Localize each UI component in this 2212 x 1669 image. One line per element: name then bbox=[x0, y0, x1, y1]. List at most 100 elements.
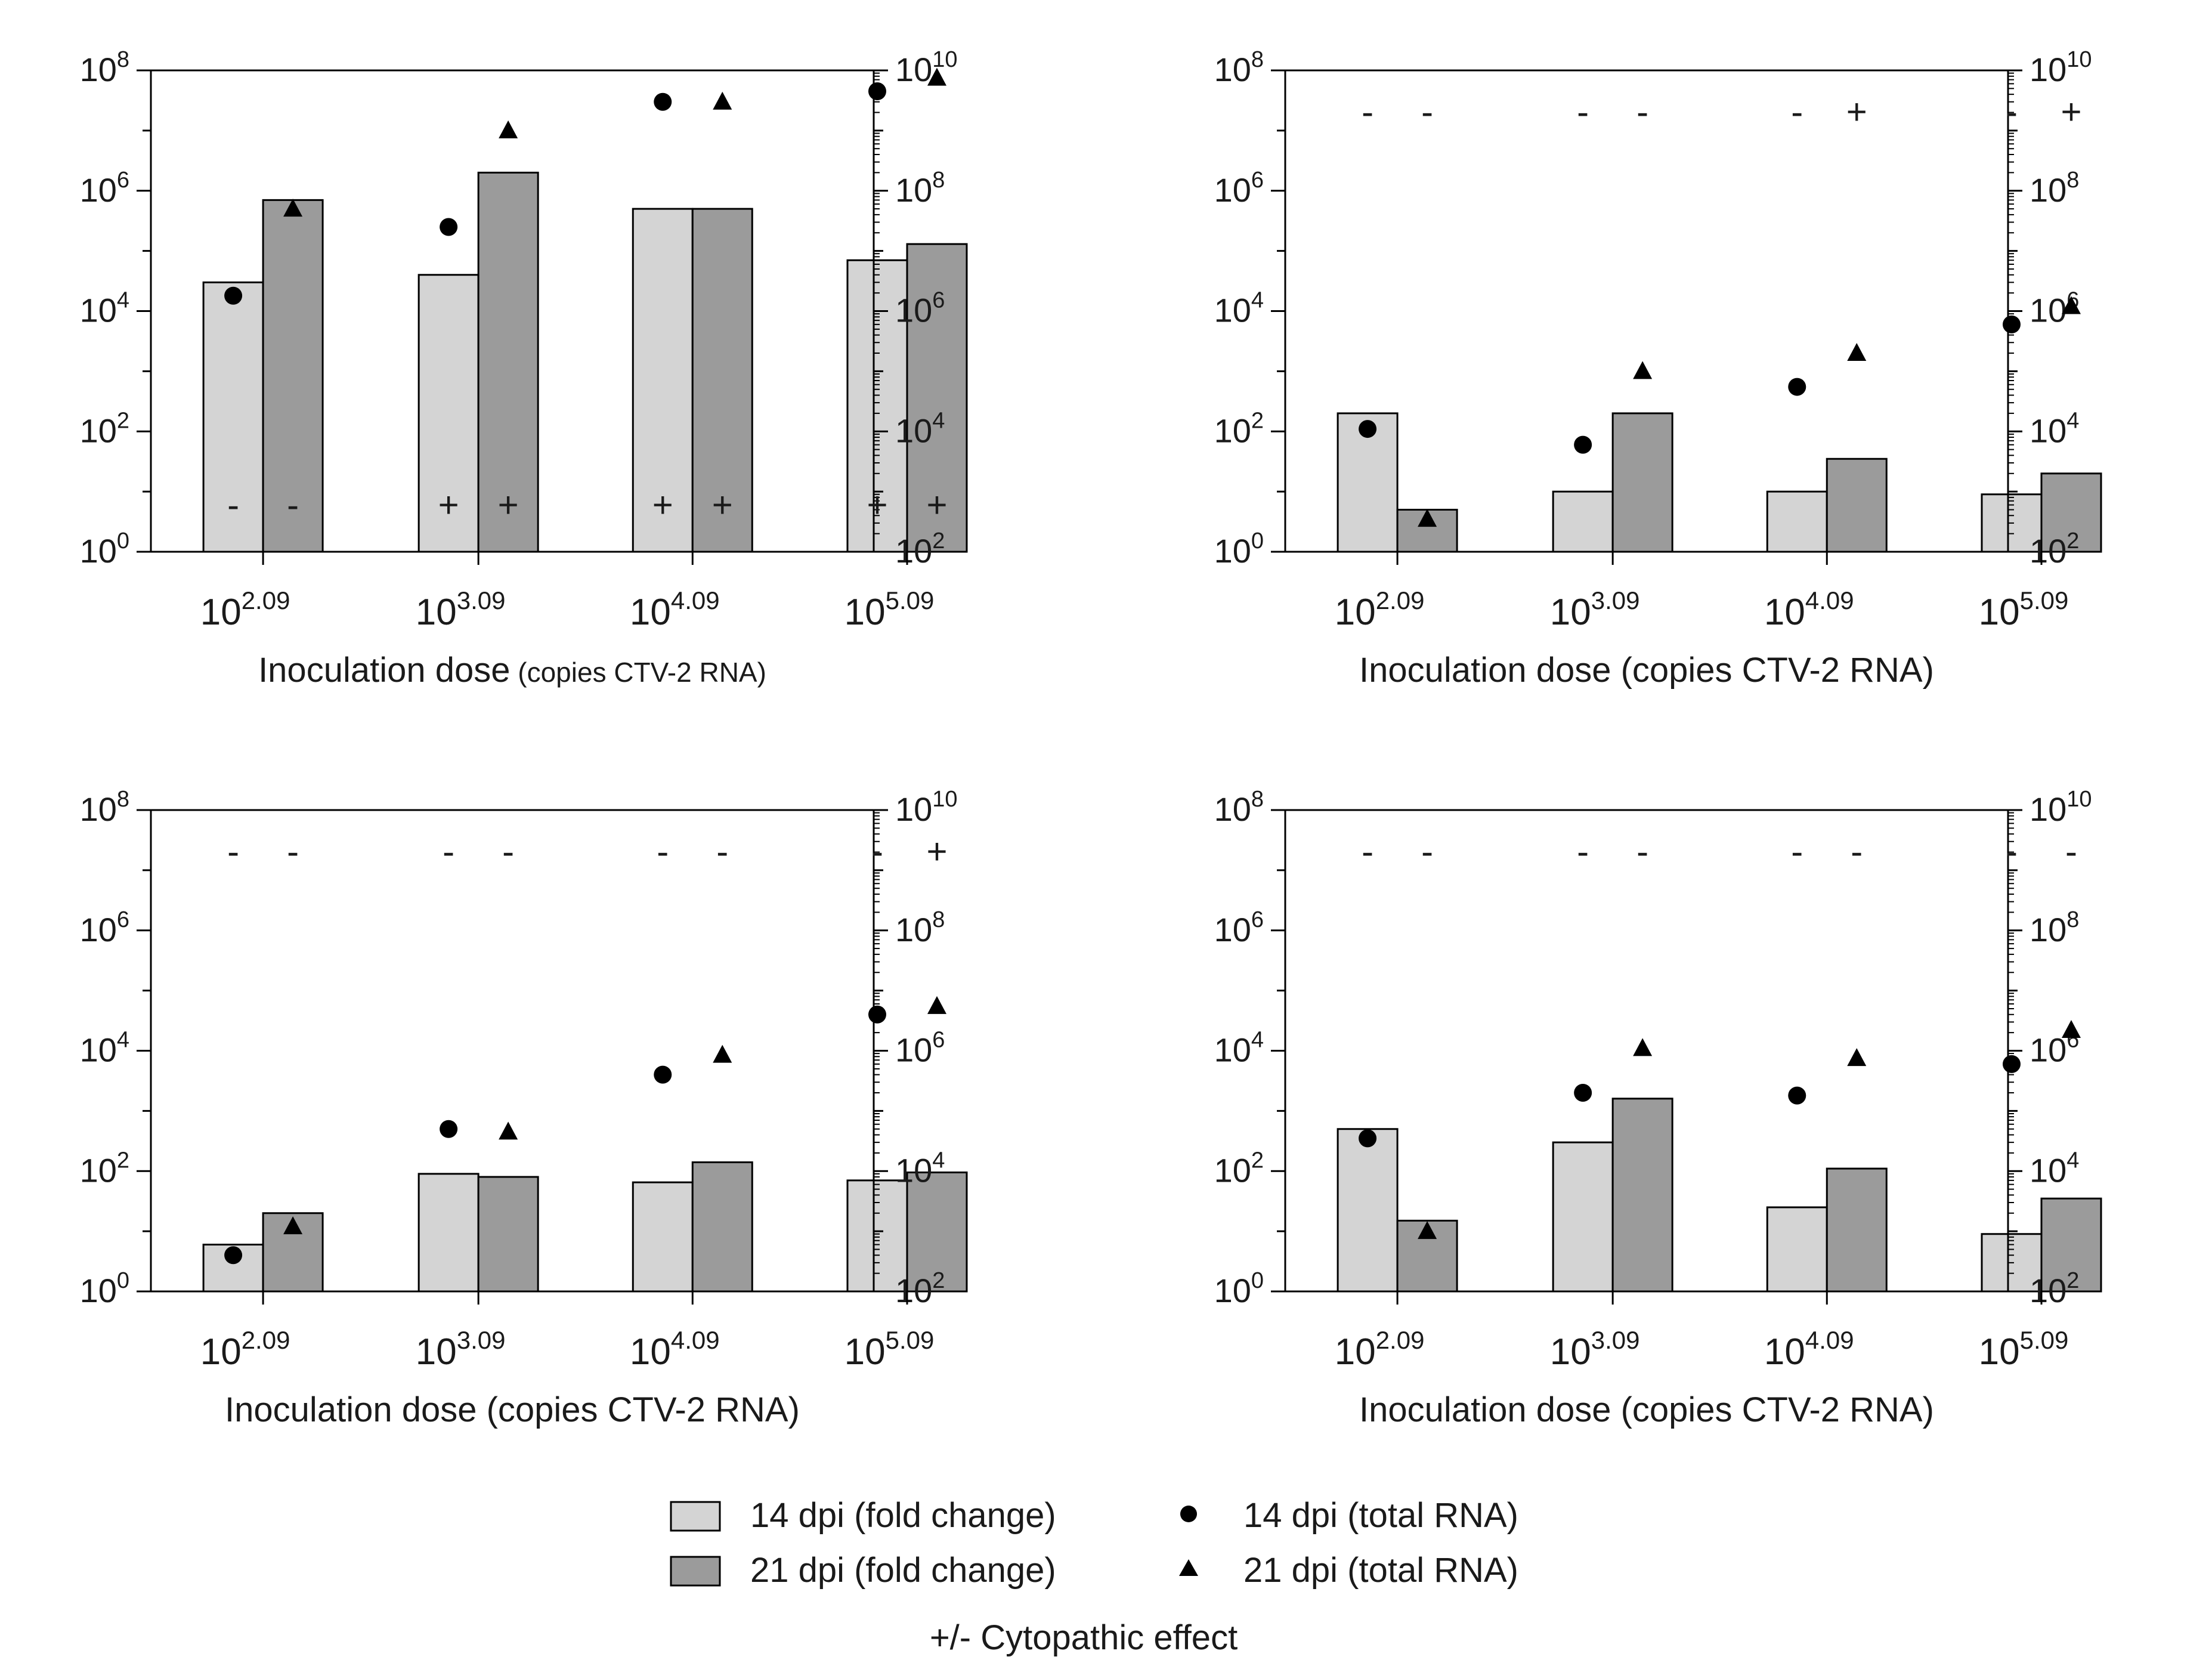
legend-label-21dpi-fold: 21 dpi (fold change) bbox=[750, 1551, 1056, 1590]
point-14dpi-total-3 bbox=[868, 82, 886, 100]
cpe-mark: - bbox=[2065, 832, 2077, 871]
bar-21dpi-3 bbox=[2040, 472, 2102, 553]
point-21dpi-total-0 bbox=[1418, 509, 1437, 527]
tick-label-left: 100 bbox=[1214, 1268, 1264, 1309]
bar-14dpi-0 bbox=[202, 281, 264, 553]
x-axis-label: Inoculation dose (copies CTV-2 RNA) bbox=[1359, 1390, 1934, 1429]
point-21dpi-total-0 bbox=[283, 199, 303, 217]
tick-label-left: 106 bbox=[1214, 168, 1264, 209]
tick-label-left: 100 bbox=[80, 528, 129, 570]
tick-label-left: 104 bbox=[1214, 288, 1264, 329]
x-tick-label: 104.09 bbox=[630, 1326, 720, 1373]
cpe-mark: - bbox=[716, 832, 728, 871]
cpe-mark: - bbox=[227, 832, 239, 871]
bar-14dpi-1 bbox=[1552, 1141, 1614, 1293]
bar-21dpi-3 bbox=[906, 243, 968, 553]
x-tick-label: 103.09 bbox=[416, 586, 506, 633]
cpe-mark: - bbox=[1362, 92, 1373, 132]
bar-14dpi-1 bbox=[1552, 490, 1614, 553]
cpe-mark: - bbox=[1636, 832, 1648, 871]
tick-label-right: 102 bbox=[2030, 528, 2079, 570]
point-21dpi-total-3 bbox=[2061, 296, 2081, 314]
legend-swatch-21dpi-fold bbox=[670, 1556, 721, 1587]
bar-14dpi-0 bbox=[1337, 1128, 1399, 1293]
tick-label-left: 106 bbox=[80, 168, 129, 209]
cpe-mark: - bbox=[1421, 832, 1433, 871]
point-14dpi-total-3 bbox=[2002, 1055, 2021, 1073]
point-14dpi-total-1 bbox=[440, 1120, 458, 1138]
point-14dpi-total-0 bbox=[1359, 420, 1377, 438]
point-14dpi-total-3 bbox=[868, 1005, 886, 1024]
bar-14dpi-2 bbox=[1766, 490, 1828, 553]
x-tick-label: 105.09 bbox=[1979, 586, 2069, 633]
legend: 14 dpi (fold change) 14 dpi (total RNA) … bbox=[670, 1496, 1518, 1657]
tick-label-left: 102 bbox=[80, 1148, 129, 1189]
cpe-mark: - bbox=[502, 832, 514, 871]
x-tick-label: 102.09 bbox=[1335, 1326, 1425, 1373]
tick-label-left: 104 bbox=[80, 288, 129, 329]
bar-21dpi-2 bbox=[691, 1161, 753, 1293]
tick-label-right: 108 bbox=[2030, 168, 2079, 209]
x-tick-label: 103.09 bbox=[416, 1326, 506, 1373]
bar-14dpi-2 bbox=[632, 1181, 694, 1293]
tick-label-left: 108 bbox=[80, 787, 129, 828]
legend-note: +/- Cytopathic effect bbox=[930, 1618, 1238, 1657]
point-14dpi-total-2 bbox=[1788, 1086, 1806, 1105]
point-21dpi-total-1 bbox=[499, 1121, 518, 1140]
point-21dpi-total-3 bbox=[2061, 1019, 2081, 1038]
cpe-mark: - bbox=[2006, 92, 2018, 132]
tick-label-right: 104 bbox=[895, 1148, 945, 1189]
x-tick-label: 105.09 bbox=[844, 1326, 935, 1373]
bar-14dpi-1 bbox=[417, 1173, 479, 1293]
tick-label-left: 100 bbox=[1214, 528, 1264, 570]
point-14dpi-total-2 bbox=[654, 1065, 672, 1084]
tick-label-left: 102 bbox=[80, 408, 129, 449]
tick-label-left: 108 bbox=[1214, 47, 1264, 88]
point-21dpi-total-3 bbox=[927, 67, 946, 86]
cpe-mark: - bbox=[657, 832, 669, 871]
tick-label-right: 1010 bbox=[2030, 47, 2092, 88]
point-21dpi-total-1 bbox=[499, 120, 518, 138]
x-tick-label: 104.09 bbox=[1764, 1326, 1854, 1373]
bar-14dpi-2 bbox=[632, 208, 694, 553]
bar-21dpi-1 bbox=[477, 171, 539, 553]
cpe-mark: + bbox=[712, 485, 733, 525]
cpe-mark: - bbox=[1791, 92, 1803, 132]
bar-14dpi-1 bbox=[417, 274, 479, 553]
x-tick-label: 102.09 bbox=[200, 1326, 290, 1373]
point-14dpi-total-0 bbox=[224, 1246, 243, 1265]
bar-21dpi-3 bbox=[906, 1171, 968, 1293]
tick-label-right: 102 bbox=[2030, 1268, 2079, 1309]
tick-label-right: 108 bbox=[895, 168, 945, 209]
bar-21dpi-3 bbox=[2040, 1197, 2102, 1293]
bar-21dpi-1 bbox=[1611, 1098, 1673, 1293]
tick-label-right: 1010 bbox=[895, 787, 958, 828]
tick-label-left: 102 bbox=[1214, 408, 1264, 449]
point-14dpi-total-2 bbox=[1788, 378, 1806, 396]
point-14dpi-total-3 bbox=[2002, 315, 2021, 333]
cpe-mark: - bbox=[2006, 832, 2018, 871]
tick-label-left: 108 bbox=[1214, 787, 1264, 828]
bar-21dpi-1 bbox=[1611, 412, 1673, 553]
cpe-mark: + bbox=[2061, 92, 2081, 132]
tick-label-right: 106 bbox=[895, 1028, 945, 1069]
cpe-mark: - bbox=[1636, 92, 1648, 132]
point-14dpi-total-0 bbox=[1359, 1129, 1377, 1148]
tick-label-right: 1010 bbox=[895, 47, 958, 88]
tick-label-left: 100 bbox=[80, 1268, 129, 1309]
tick-label-right: 108 bbox=[2030, 907, 2079, 948]
tick-label-left: 108 bbox=[80, 47, 129, 88]
cpe-mark: + bbox=[926, 832, 947, 871]
tick-label-right: 102 bbox=[895, 1268, 945, 1309]
cpe-mark: + bbox=[652, 485, 673, 525]
tick-label-right: 108 bbox=[895, 907, 945, 948]
chart-panel-chse-214: 100 102 104 106 108 102 104 106 108 1010 102.09 103… bbox=[80, 47, 968, 690]
cpe-mark: - bbox=[1577, 92, 1589, 132]
bar-21dpi-2 bbox=[1826, 1167, 1888, 1293]
legend-marker-14dpi-total bbox=[1180, 1506, 1197, 1522]
cpe-mark: - bbox=[1791, 832, 1803, 871]
tick-label-left: 106 bbox=[80, 907, 129, 948]
legend-label-14dpi-fold: 14 dpi (fold change) bbox=[750, 1496, 1056, 1535]
cpe-mark: + bbox=[926, 485, 947, 525]
